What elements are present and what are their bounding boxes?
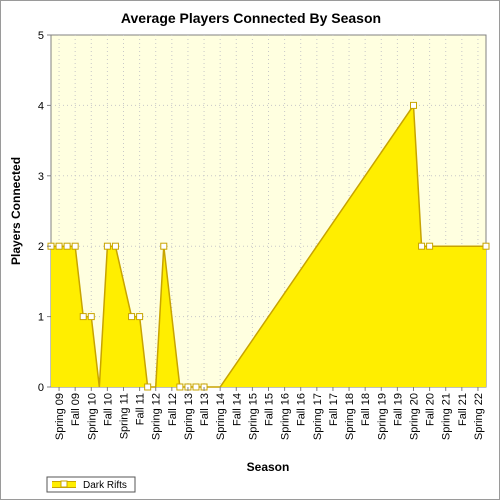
x-axis: Spring 09 Fall 09 Spring 10 Fall 10 Spring 1…: [54, 387, 485, 440]
data-point: [410, 101, 417, 109]
x-tick-label: Fall 20: [425, 393, 437, 426]
series-layer: [47, 101, 490, 391]
data-point: [71, 242, 79, 250]
y-tick-label: 3: [38, 171, 44, 183]
data-point: [87, 313, 95, 321]
x-tick-label: Spring 12: [151, 393, 163, 440]
legend-box: [46, 476, 136, 493]
legend-marker: [60, 480, 68, 488]
x-tick-label: Fall 21: [457, 393, 469, 426]
y-axis-label: Players Connected: [9, 157, 23, 265]
x-tick-label: Fall 10: [102, 393, 114, 426]
x-tick-label: Spring 17: [312, 393, 324, 440]
y-tick-label: 1: [38, 312, 44, 324]
x-tick-label: Fall 16: [296, 393, 308, 426]
x-tick-label: Fall 13: [199, 393, 211, 426]
data-point: [55, 242, 63, 250]
x-tick-label: Fall 17: [328, 393, 340, 426]
x-tick-label: Fall 19: [392, 393, 404, 426]
x-tick-label: Spring 13: [183, 393, 195, 440]
x-tick-label: Fall 18: [360, 393, 372, 426]
x-tick-label: Spring 19: [376, 393, 388, 440]
data-point: [136, 313, 144, 321]
x-tick-label: Spring 15: [247, 393, 259, 440]
data-point: [79, 313, 87, 321]
data-point: [128, 313, 136, 321]
x-tick-label: Spring 21: [441, 393, 453, 440]
y-tick-label: 4: [38, 100, 44, 112]
data-point: [176, 383, 184, 391]
legend-label: Dark Rifts: [83, 480, 127, 491]
data-point: [426, 242, 434, 250]
x-tick-label: Fall 14: [231, 393, 243, 426]
x-tick-label: Spring 16: [280, 393, 292, 440]
x-tick-label: Fall 12: [167, 393, 179, 426]
chart-title: Average Players Connected By Season: [121, 10, 381, 26]
data-point: [103, 242, 111, 250]
x-tick-label: Spring 09: [54, 393, 66, 440]
data-point: [111, 242, 119, 250]
x-tick-label: Spring 18: [344, 393, 356, 440]
x-tick-label: Fall 11: [135, 393, 147, 425]
data-point: [418, 242, 426, 250]
x-axis-label: Season: [247, 460, 290, 474]
y-tick-label: 0: [38, 382, 44, 394]
data-point: [63, 242, 71, 250]
data-point: [482, 242, 490, 250]
y-tick-label: 2: [38, 241, 44, 253]
x-tick-label: Spring 20: [409, 393, 421, 440]
data-point: [192, 383, 200, 391]
x-tick-label: Spring 10: [86, 393, 98, 440]
x-tick-label: Fall 09: [70, 393, 82, 426]
data-point: [160, 242, 168, 250]
x-tick-label: Spring 22: [473, 393, 485, 440]
x-tick-label: Spring 14: [215, 393, 227, 440]
y-axis: 0 1 2 3 4 5: [38, 30, 51, 394]
y-tick-label: 5: [38, 30, 44, 42]
legend: Dark Rifts: [46, 476, 136, 493]
x-tick-label: Spring 11: [119, 393, 131, 439]
x-tick-label: Fall 15: [264, 393, 276, 426]
data-point: [144, 383, 152, 391]
